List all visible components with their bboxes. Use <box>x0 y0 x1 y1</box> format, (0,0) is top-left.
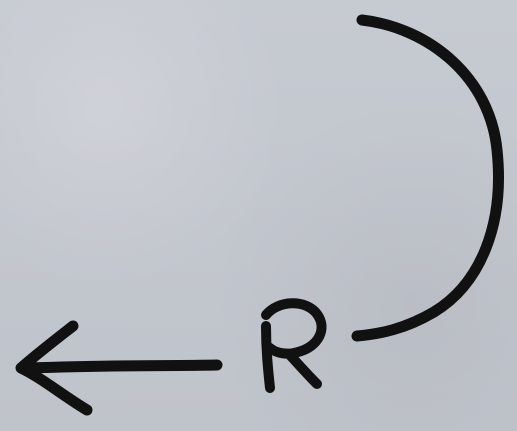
r-stem <box>261 321 275 393</box>
left-arrow-shaft <box>24 359 223 374</box>
curved-path <box>351 14 504 342</box>
label-r-glyph <box>261 298 327 393</box>
left-arrow-head <box>15 320 93 416</box>
r-leg <box>284 349 322 389</box>
r-bowl <box>261 298 327 359</box>
